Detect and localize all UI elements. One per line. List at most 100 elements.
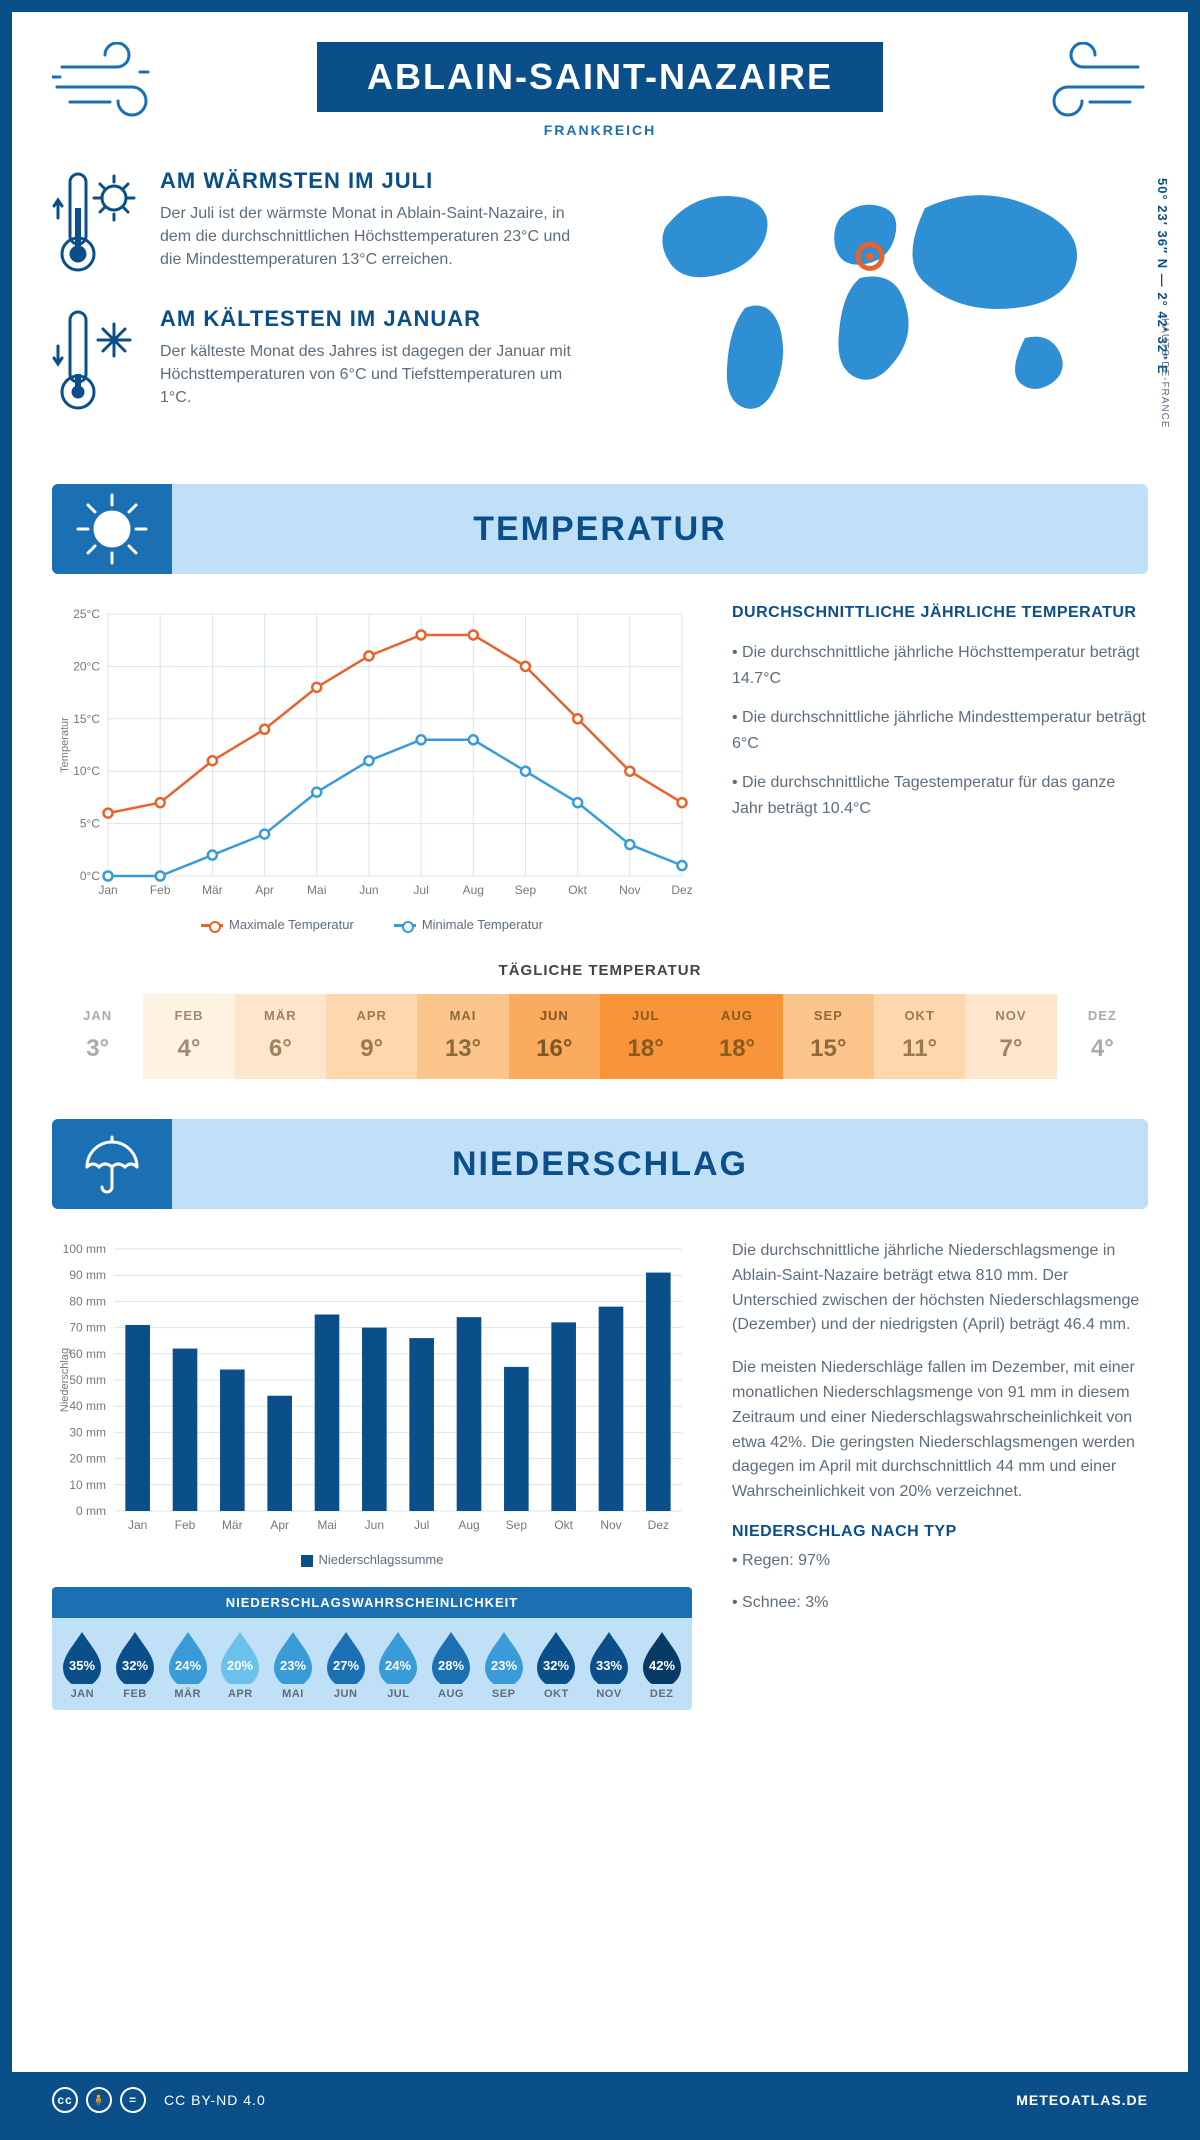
svg-text:28%: 28%: [438, 1658, 464, 1673]
svg-text:Jun: Jun: [359, 883, 378, 897]
svg-text:Nov: Nov: [600, 1518, 621, 1532]
wind-icon: [52, 42, 172, 122]
probability-drop: 20% APR: [216, 1630, 265, 1700]
brand-label: METEOATLAS.DE: [1016, 2092, 1148, 2108]
svg-text:23%: 23%: [491, 1658, 517, 1673]
svg-text:Mär: Mär: [222, 1518, 243, 1532]
daily-temp-title: TÄGLICHE TEMPERATUR: [52, 962, 1148, 979]
probability-drop: 27% JUN: [321, 1630, 370, 1700]
fact-warmest: AM WÄRMSTEN IM JULI Der Juli ist der wär…: [52, 168, 572, 278]
daily-temp-cell: NOV 7°: [965, 994, 1056, 1079]
probability-drop: 32% OKT: [532, 1630, 581, 1700]
fact-body: Der Juli ist der wärmste Monat in Ablain…: [160, 202, 572, 272]
svg-text:0°C: 0°C: [80, 869, 100, 883]
daily-temp-cell: OKT 11°: [874, 994, 965, 1079]
temperature-chart: 0°C5°C10°C15°C20°C25°CJanFebMärAprMaiJun…: [52, 604, 692, 932]
temp-bullet: • Die durchschnittliche jährliche Höchst…: [732, 640, 1148, 691]
svg-text:Feb: Feb: [150, 883, 171, 897]
probability-drop: 32% FEB: [111, 1630, 160, 1700]
wind-icon: [1028, 42, 1148, 122]
probability-drop: 42% DEZ: [637, 1630, 686, 1700]
probability-drop: 24% JUL: [374, 1630, 423, 1700]
section-title: NIEDERSCHLAG: [452, 1145, 748, 1184]
probability-drop: 23% SEP: [479, 1630, 528, 1700]
by-icon: 🧍: [86, 2087, 112, 2113]
fact-heading: AM KÄLTESTEN IM JANUAR: [160, 306, 572, 332]
temp-bullet: • Die durchschnittliche Tagestemperatur …: [732, 770, 1148, 821]
svg-text:Nov: Nov: [619, 883, 640, 897]
daily-temp-cell: AUG 18°: [691, 994, 782, 1079]
svg-text:Niederschlag: Niederschlag: [59, 1348, 71, 1412]
sun-icon: [72, 489, 152, 569]
probability-drop: 23% MAI: [269, 1630, 318, 1700]
svg-text:Okt: Okt: [554, 1518, 573, 1532]
svg-text:Jan: Jan: [98, 883, 117, 897]
svg-text:10°C: 10°C: [73, 764, 100, 778]
header: ABLAIN-SAINT-NAZAIRE FRANKREICH: [52, 42, 1148, 138]
license-label: CC BY-ND 4.0: [164, 2092, 266, 2108]
precip-para: Die durchschnittliche jährliche Niedersc…: [732, 1239, 1148, 1338]
probability-drop: 28% AUG: [427, 1630, 476, 1700]
temp-bullet: • Die durchschnittliche jährliche Mindes…: [732, 705, 1148, 756]
svg-text:35%: 35%: [69, 1658, 95, 1673]
svg-text:Jul: Jul: [413, 883, 428, 897]
svg-text:23%: 23%: [280, 1658, 306, 1673]
svg-text:100 mm: 100 mm: [63, 1242, 106, 1256]
svg-text:5°C: 5°C: [80, 817, 100, 831]
svg-text:90 mm: 90 mm: [69, 1268, 106, 1282]
svg-text:80 mm: 80 mm: [69, 1294, 106, 1308]
svg-text:Aug: Aug: [463, 883, 484, 897]
precipitation-chart: 0 mm10 mm20 mm30 mm40 mm50 mm60 mm70 mm8…: [52, 1239, 692, 1710]
daily-temp-cell: FEB 4°: [143, 994, 234, 1079]
svg-text:Okt: Okt: [568, 883, 587, 897]
svg-text:30 mm: 30 mm: [69, 1425, 106, 1439]
nd-icon: =: [120, 2087, 146, 2113]
svg-text:Mai: Mai: [317, 1518, 336, 1532]
svg-text:70 mm: 70 mm: [69, 1321, 106, 1335]
probability-drop: 24% MÄR: [163, 1630, 212, 1700]
section-temperature: TEMPERATUR: [52, 484, 1148, 574]
daily-temp-cell: APR 9°: [326, 994, 417, 1079]
svg-text:Mai: Mai: [307, 883, 326, 897]
svg-text:Jul: Jul: [414, 1518, 429, 1532]
daily-temp-table: JAN 3° FEB 4° MÄR 6° APR 9° MAI 13° JUN …: [52, 993, 1148, 1079]
svg-text:Apr: Apr: [255, 883, 274, 897]
svg-text:Dez: Dez: [671, 883, 692, 897]
region-label: HAUTS-DE-FRANCE: [1159, 318, 1170, 429]
svg-text:33%: 33%: [596, 1658, 622, 1673]
svg-text:27%: 27%: [333, 1658, 359, 1673]
fact-body: Der kälteste Monat des Jahres ist dagege…: [160, 340, 572, 410]
svg-text:20%: 20%: [227, 1658, 253, 1673]
page-title: ABLAIN-SAINT-NAZAIRE: [317, 42, 883, 112]
svg-text:Dez: Dez: [648, 1518, 669, 1532]
umbrella-icon: [77, 1129, 147, 1199]
section-title: TEMPERATUR: [473, 510, 727, 549]
fact-heading: AM WÄRMSTEN IM JULI: [160, 168, 572, 194]
daily-temp-cell: JUN 16°: [509, 994, 600, 1079]
thermometer-snow-icon: [52, 306, 142, 416]
precip-type-heading: NIEDERSCHLAG NACH TYP: [732, 1523, 1148, 1541]
svg-text:42%: 42%: [649, 1658, 675, 1673]
legend-min: Minimale Temperatur: [422, 917, 543, 932]
world-map: 50° 23′ 36″ N — 2° 42′ 32″ E HAUTS-DE-FR…: [602, 168, 1148, 444]
svg-text:Feb: Feb: [175, 1518, 196, 1532]
precip-para: Die meisten Niederschläge fallen im Deze…: [732, 1356, 1148, 1505]
svg-text:20 mm: 20 mm: [69, 1452, 106, 1466]
probability-drop: 33% NOV: [585, 1630, 634, 1700]
precip-probability: NIEDERSCHLAGSWAHRSCHEINLICHKEIT 35% JAN …: [52, 1587, 692, 1710]
thermometer-sun-icon: [52, 168, 142, 278]
svg-text:32%: 32%: [122, 1658, 148, 1673]
svg-text:Mär: Mär: [202, 883, 223, 897]
legend-precip: Niederschlagssumme: [319, 1552, 444, 1567]
svg-text:Sep: Sep: [515, 883, 537, 897]
svg-text:40 mm: 40 mm: [69, 1399, 106, 1413]
svg-text:15°C: 15°C: [73, 712, 100, 726]
footer: cc 🧍 = CC BY-ND 4.0 METEOATLAS.DE: [12, 2072, 1188, 2128]
legend-max: Maximale Temperatur: [229, 917, 354, 932]
daily-temp-cell: MÄR 6°: [235, 994, 326, 1079]
svg-text:Jan: Jan: [128, 1518, 147, 1532]
svg-text:10 mm: 10 mm: [69, 1478, 106, 1492]
svg-text:24%: 24%: [385, 1658, 411, 1673]
daily-temp-cell: JAN 3°: [52, 994, 143, 1079]
cc-icon: cc: [52, 2087, 78, 2113]
